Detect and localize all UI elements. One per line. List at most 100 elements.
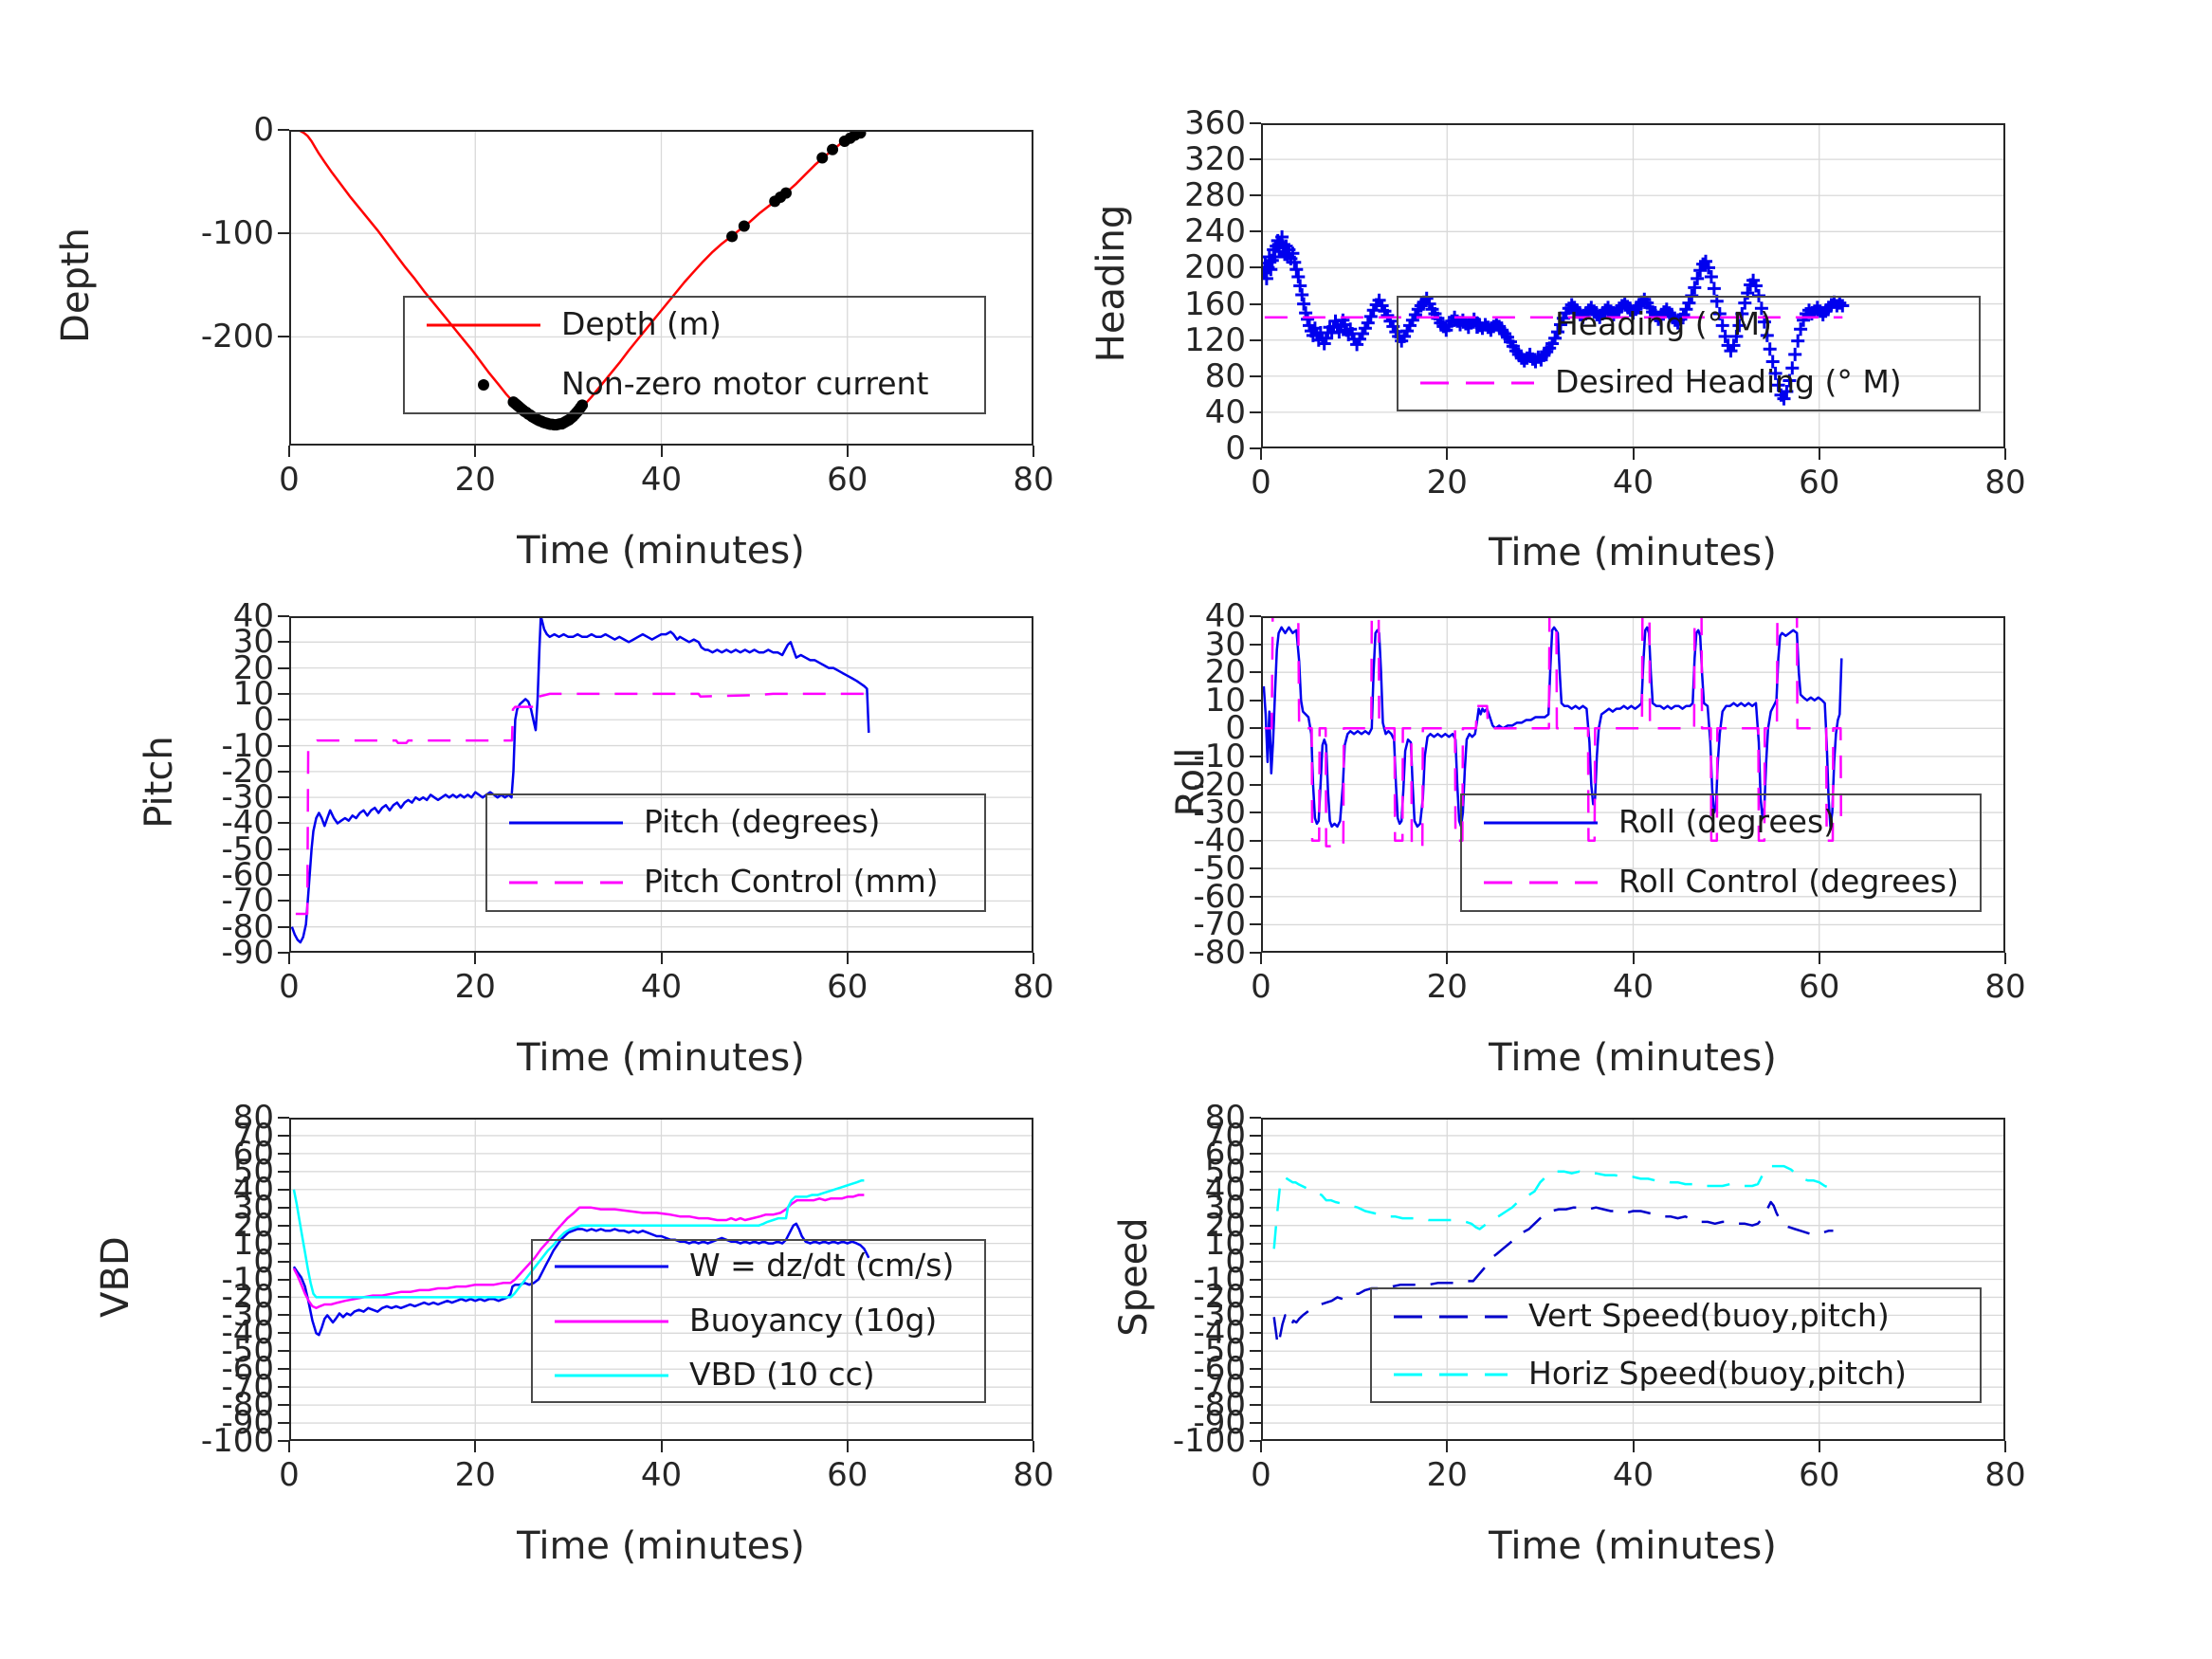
y-tick-label: 160 [1184, 284, 1246, 323]
x-tickmark [1446, 1441, 1449, 1452]
y-tickmark [1250, 615, 1261, 617]
y-tick-label: -70 [221, 1368, 274, 1407]
y-tick-label: -90 [1193, 1404, 1246, 1443]
y-tick-label: -200 [200, 318, 274, 356]
x-tick-label: 20 [454, 461, 496, 499]
legend-label: VBD (10 cc) [689, 1356, 875, 1394]
x-tick-label: 0 [279, 1456, 300, 1494]
y-tick-label: -20 [221, 1278, 274, 1317]
series-line [1262, 626, 1843, 829]
y-tick-label: -40 [1193, 821, 1246, 860]
x-tick-label: 60 [1799, 464, 1840, 501]
legend-dot [478, 378, 489, 391]
y-tickmark [1250, 194, 1261, 197]
y-tick-label: -60 [1193, 1350, 1246, 1389]
depth-plot-area [289, 130, 1033, 446]
series-line [292, 1179, 865, 1299]
x-tick-label: 40 [640, 968, 683, 1006]
y-tickmark [278, 952, 289, 954]
legend-plus [1469, 316, 1486, 334]
legend-label: Non-zero motor current [561, 364, 929, 402]
axes-frame [1261, 1118, 2005, 1441]
x-tick-label: 60 [827, 461, 868, 499]
y-tick-label: 40 [232, 597, 274, 635]
y-tick-label: 50 [232, 1152, 274, 1191]
y-tick-label: 0 [1225, 1242, 1246, 1281]
pitch-legend [485, 793, 986, 912]
y-tickmark [1250, 1278, 1261, 1281]
series-line [1272, 1200, 1834, 1347]
y-tick-label: 320 [1184, 140, 1246, 179]
y-tick-label: -20 [1193, 1278, 1246, 1317]
y-tickmark [1250, 1332, 1261, 1335]
y-tickmark [278, 1188, 289, 1191]
series-line [295, 689, 868, 916]
y-tick-label: 70 [1204, 1116, 1246, 1155]
x-tick-label: 40 [640, 1456, 683, 1494]
vbd-plot-area [289, 1118, 1033, 1441]
y-tick-label: 240 [1184, 212, 1246, 251]
y-tick-label: 80 [232, 1099, 274, 1137]
y-tick-label: 10 [1204, 1224, 1246, 1263]
x-tick-label: 40 [1612, 1456, 1654, 1494]
x-tick-label: 20 [1426, 1456, 1468, 1494]
y-tick-label: 40 [232, 1170, 274, 1209]
y-tickmark [1250, 727, 1261, 730]
vbd-legend [531, 1239, 986, 1403]
heading-x-axis-label: Time (minutes) [1489, 531, 1777, 574]
y-tickmark [278, 1260, 289, 1263]
x-tickmark [846, 953, 849, 964]
y-tickmark [278, 1278, 289, 1281]
y-tickmark [1250, 783, 1261, 786]
y-tickmark [278, 641, 289, 644]
legend-sample-solid [1484, 821, 1598, 825]
y-tickmark [278, 615, 289, 617]
y-tickmark [1250, 867, 1261, 870]
y-tick-label: -80 [221, 1386, 274, 1425]
y-tickmark [1250, 122, 1261, 124]
y-tick-label: 360 [1184, 104, 1246, 142]
y-tick-label: -70 [1193, 1368, 1246, 1407]
y-tick-label: 80 [1204, 356, 1246, 395]
vbd-x-axis-label: Time (minutes) [517, 1524, 805, 1568]
motor-current-dot [816, 152, 829, 164]
x-tick-label: 80 [1013, 461, 1054, 499]
y-tick-label: -80 [1193, 934, 1246, 972]
legend-label: Horiz Speed(buoy,pitch) [1528, 1354, 1907, 1392]
legend-sample-solid [555, 1265, 668, 1268]
y-tickmark [1250, 1422, 1261, 1425]
y-tick-label: 40 [1204, 597, 1246, 635]
y-tick-label: -20 [1193, 765, 1246, 804]
x-tick-label: 80 [1013, 1456, 1054, 1494]
y-tickmark [1250, 699, 1261, 702]
y-tick-label: 30 [232, 623, 274, 662]
x-tickmark [288, 1441, 290, 1452]
roll-plot-area [1261, 616, 2005, 953]
series-line [1272, 1164, 1835, 1249]
y-tickmark [1250, 1170, 1261, 1173]
y-tickmark [1250, 1350, 1261, 1353]
legend-sample-dashed [1394, 1373, 1508, 1376]
y-tick-label: -30 [221, 778, 274, 817]
y-tick-label: 0 [253, 111, 274, 149]
x-tickmark [1446, 953, 1449, 964]
y-tick-label: 30 [1204, 625, 1246, 664]
y-tickmark [1250, 1242, 1261, 1245]
speed-legend [1370, 1287, 1982, 1403]
y-tick-label: -40 [1193, 1314, 1246, 1353]
y-tick-label: -50 [221, 830, 274, 868]
legend-label: Roll (degrees) [1618, 803, 1837, 841]
y-tick-label: -60 [221, 1350, 274, 1389]
y-tick-label: -100 [1172, 1422, 1246, 1460]
x-tickmark [1632, 448, 1635, 460]
y-tick-label: -50 [1193, 1332, 1246, 1371]
y-tickmark [278, 1440, 289, 1442]
motor-current-dot [726, 230, 739, 243]
y-tick-label: 10 [232, 1224, 274, 1263]
x-tickmark [288, 446, 290, 457]
y-tickmark [1250, 755, 1261, 757]
y-tick-label: -40 [221, 1314, 274, 1353]
x-tickmark [660, 1441, 663, 1452]
y-tick-label: -10 [221, 726, 274, 765]
y-tickmark [1250, 1188, 1261, 1191]
